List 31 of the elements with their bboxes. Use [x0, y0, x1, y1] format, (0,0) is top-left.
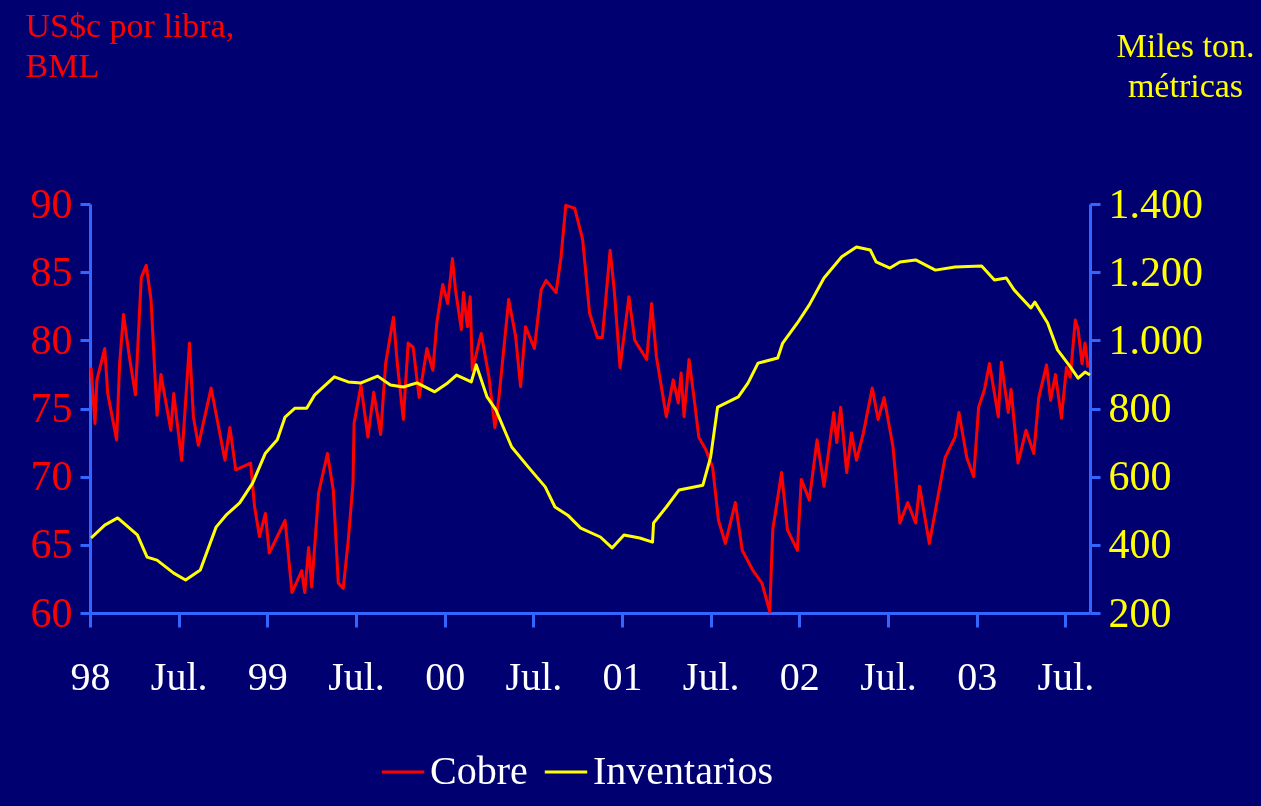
y2-tick-label: 800: [1108, 385, 1172, 431]
y-tick-label: 65: [30, 521, 73, 568]
y-tick-label: 60: [30, 589, 73, 636]
line-series: [89, 245, 1092, 582]
legend-label: Inventarios: [593, 748, 773, 793]
x-tick-label: 01: [602, 653, 643, 699]
x-tick-label: Jul.: [328, 653, 385, 699]
y2-tick-label: 200: [1108, 589, 1172, 636]
y2-tick-label: 1.400: [1108, 180, 1203, 227]
x-tick-label: Jul.: [505, 653, 563, 699]
y-tick-label: 80: [30, 316, 73, 363]
x-tick-label: 03: [957, 653, 998, 699]
x-tick-label: Jul.: [1037, 653, 1095, 699]
y-axis-title: US$c por libra, BML: [25, 6, 235, 84]
y-tick-label: 70: [30, 453, 73, 500]
x-tick-label: Jul.: [682, 653, 740, 699]
x-tick-label: 99: [247, 653, 288, 699]
x-tick-label: Jul.: [860, 653, 917, 699]
x-tick-label: 98: [70, 653, 111, 699]
y2-tick-label: 600: [1108, 453, 1172, 500]
y2-tick-label: 1.200: [1108, 248, 1203, 295]
y2-tick-label: 1.000: [1108, 316, 1203, 363]
y-tick-label: 90: [30, 180, 73, 227]
y-tick-label: 75: [30, 385, 73, 431]
y2-axis-title: Miles ton. métricas: [1116, 26, 1255, 104]
legend-label: Cobre: [430, 748, 528, 793]
x-tick-label: Jul.: [150, 653, 208, 699]
x-tick-label: 00: [425, 653, 466, 699]
y2-tick-label: 400: [1108, 521, 1172, 568]
x-tick-label: 02: [779, 653, 820, 699]
y-tick-label: 85: [30, 248, 73, 295]
